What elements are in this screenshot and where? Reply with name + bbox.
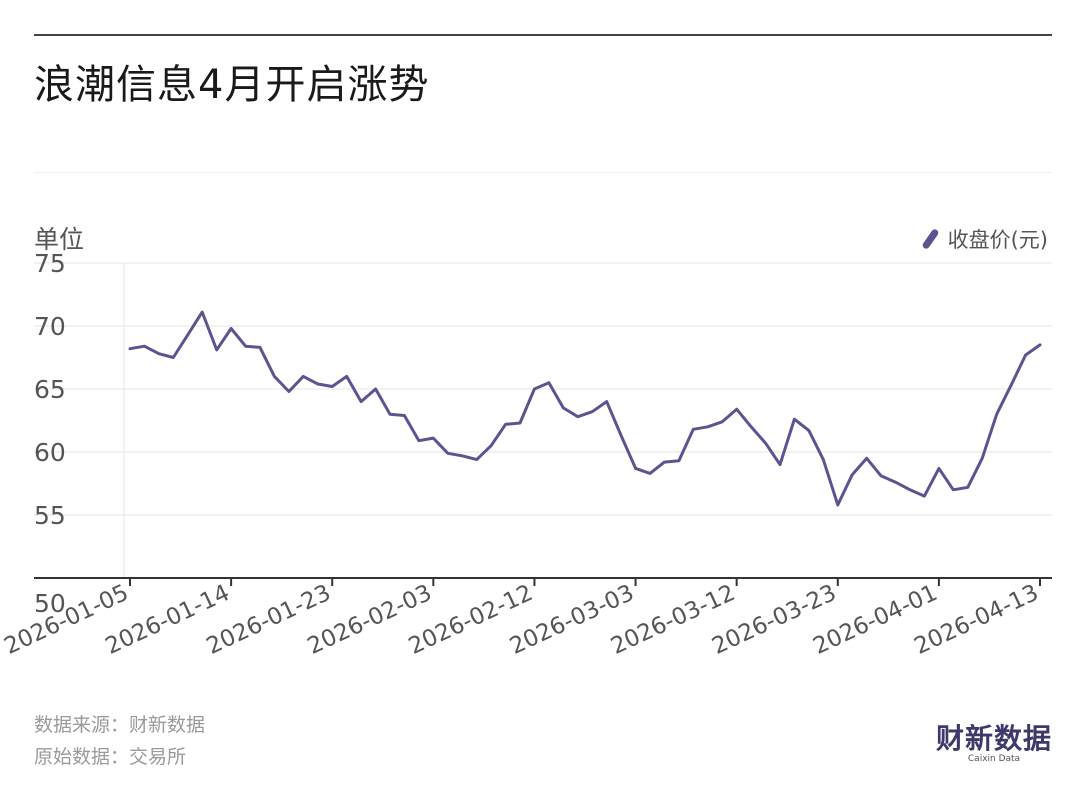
data-point-2026-02-05 [461,455,463,457]
logo-text-en: Caixin Data [967,754,1021,764]
data-point-2026-01-28 [374,388,376,390]
data-point-2026-02-24 [562,407,564,409]
data-point-2026-03-27 [894,481,896,483]
y-tick-label-60: 60 [34,438,66,467]
data-point-2026-04-13 [1039,344,1041,346]
data-source: 数据来源：财新数据 [34,714,206,736]
data-point-2026-01-20 [288,390,290,392]
data-point-2026-01-27 [360,400,362,402]
y-tick-label-50: 50 [34,589,66,618]
data-point-2026-01-14 [230,327,232,329]
data-point-2026-02-10 [504,423,506,425]
data-point-2026-03-09 [692,428,694,430]
raw-data-source: 原始数据：交易所 [34,746,187,768]
data-point-2026-03-20 [822,458,824,460]
top-rule [34,34,1052,36]
data-point-2026-03-06 [678,460,680,462]
data-point-2026-02-26 [591,410,593,412]
data-point-2026-04-07 [981,457,983,459]
data-point-2026-01-19 [273,375,275,377]
data-point-2026-02-04 [447,452,449,454]
chart-title: 浪潮信息4月开启涨势 [34,62,430,108]
data-point-2026-03-26 [880,475,882,477]
data-point-2026-01-13 [215,349,217,351]
logo-text-cn: 财新数据 [935,722,1052,755]
data-point-2026-01-05 [129,347,131,349]
data-point-2026-04-08 [995,413,997,415]
series-line-close-price [128,310,1042,507]
data-point-2026-01-16 [259,346,261,348]
data-point-2026-03-12 [735,408,737,410]
data-point-2026-03-19 [808,429,810,431]
data-point-2026-02-09 [490,445,492,447]
data-point-2026-03-25 [865,457,867,459]
y-tick-label-65: 65 [34,375,66,404]
data-point-2026-04-02 [952,489,954,491]
data-point-2026-01-23 [331,385,333,387]
data-point-2026-01-26 [345,375,347,377]
data-point-2026-02-06 [475,458,477,460]
data-point-2026-01-12 [201,311,203,313]
data-point-2026-03-16 [764,442,766,444]
legend-label: 收盘价(元) [947,228,1048,252]
y-tick-label-55: 55 [34,501,66,530]
data-point-2026-03-03 [634,467,636,469]
data-point-2026-03-24 [851,473,853,475]
title-divider [34,172,1052,173]
data-point-2026-02-02 [418,439,420,441]
data-point-2026-03-11 [721,421,723,423]
data-point-2026-02-27 [605,400,607,402]
data-point-2026-01-09 [187,334,189,336]
y-tick-label-75: 75 [34,249,66,278]
data-point-2026-01-21 [302,375,304,377]
legend: 收盘价(元) [920,224,1048,254]
line-chart: 5055606570752026-01-052026-01-142026-01-… [0,249,1052,660]
data-point-2026-03-17 [779,463,781,465]
data-point-2026-01-06 [143,345,145,347]
data-point-2026-03-31 [923,495,925,497]
data-point-2026-01-15 [244,345,246,347]
data-point-2026-01-08 [172,356,174,358]
data-point-2026-04-10 [1024,354,1026,356]
data-point-2026-03-30 [909,489,911,491]
data-point-2026-01-07 [158,353,160,355]
data-point-2026-01-30 [403,414,405,416]
data-point-2026-03-23 [837,504,839,506]
data-point-2026-03-18 [793,418,795,420]
data-point-2026-02-13 [548,382,550,384]
unit-label: 单位 [34,225,85,254]
data-point-2026-02-11 [519,422,521,424]
data-point-2026-01-29 [389,413,391,415]
data-point-2026-04-09 [1010,384,1012,386]
data-point-2026-02-03 [432,437,434,439]
data-point-2026-02-12 [533,388,535,390]
data-point-2026-04-01 [938,467,940,469]
data-point-2026-03-04 [649,472,651,474]
data-point-2026-03-10 [707,426,709,428]
data-point-2026-03-02 [620,434,622,436]
data-point-2026-03-05 [663,461,665,463]
caixin-data-logo: 财新数据 Caixin Data [935,722,1052,765]
y-tick-label-70: 70 [34,312,66,341]
data-point-2026-01-22 [317,383,319,385]
data-point-2026-03-13 [750,426,752,428]
data-point-2026-02-25 [577,416,579,418]
data-point-2026-04-03 [967,486,969,488]
